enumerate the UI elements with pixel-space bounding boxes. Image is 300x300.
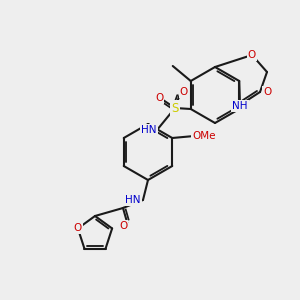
Text: O: O <box>263 87 271 97</box>
Text: O: O <box>180 87 188 97</box>
Text: O: O <box>248 50 256 60</box>
Text: O: O <box>155 93 163 103</box>
Text: S: S <box>171 101 179 115</box>
Text: NH: NH <box>232 101 248 111</box>
Text: HN: HN <box>141 125 157 135</box>
Text: HN: HN <box>125 195 141 205</box>
Text: OMe: OMe <box>193 131 216 141</box>
Text: O: O <box>119 221 127 231</box>
Text: O: O <box>74 224 82 233</box>
